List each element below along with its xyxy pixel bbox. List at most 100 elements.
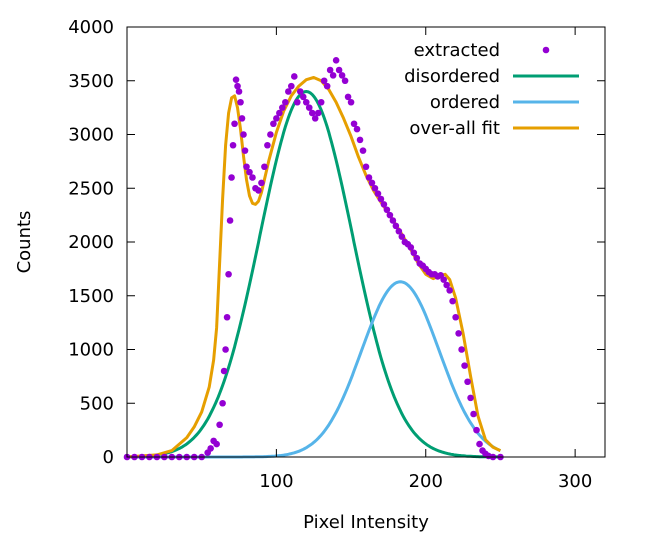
extracted-point xyxy=(285,88,292,95)
extracted-point xyxy=(476,440,483,448)
extracted-point xyxy=(222,346,229,353)
extracted-point xyxy=(452,313,459,321)
extracted-point xyxy=(228,174,235,181)
extracted-point xyxy=(243,163,250,171)
y-tick-label: 3000 xyxy=(68,125,114,146)
extracted-point xyxy=(279,104,286,111)
extracted-point xyxy=(413,254,421,262)
extracted-point xyxy=(395,227,403,235)
extracted-point xyxy=(234,82,241,90)
extracted-point xyxy=(267,131,274,138)
extracted-point xyxy=(383,206,391,214)
extracted-point xyxy=(398,233,406,240)
extracted-point xyxy=(344,93,352,101)
extracted-point xyxy=(326,66,334,74)
extracted-point xyxy=(270,120,277,128)
extracted-point xyxy=(229,141,237,149)
plot-frame xyxy=(126,26,606,458)
extracted-point xyxy=(323,82,331,90)
extracted-point xyxy=(461,362,468,369)
extracted-point xyxy=(392,222,400,230)
ordered-curve xyxy=(127,280,502,459)
extracted-point xyxy=(237,98,244,106)
y-axis-title: Counts xyxy=(14,211,35,274)
extracted-point xyxy=(368,179,376,187)
extracted-point xyxy=(296,88,304,95)
extracted-point xyxy=(314,109,322,117)
extracted-point xyxy=(446,287,453,294)
extracted-point xyxy=(341,77,349,85)
extracted-point xyxy=(449,297,456,305)
y-tick-label: 500 xyxy=(80,393,114,414)
extracted-point xyxy=(443,281,450,289)
extracted-point xyxy=(473,426,480,434)
legend-label: extracted xyxy=(414,40,500,61)
extracted-point xyxy=(238,115,246,122)
extracted-point xyxy=(291,73,298,80)
extracted-point xyxy=(293,98,301,106)
extracted-point xyxy=(288,82,295,90)
extracted-point xyxy=(356,136,364,144)
x-tick-label: 200 xyxy=(409,471,443,492)
extracted-point xyxy=(255,187,262,194)
extracted-point xyxy=(362,163,370,171)
extracted-point xyxy=(380,201,388,208)
legend: extracted disordered ordered over-all fit xyxy=(404,40,579,139)
extracted-point xyxy=(338,72,346,79)
x-tick-label: 100 xyxy=(259,471,293,492)
y-tick-label: 4000 xyxy=(68,17,114,38)
legend-label: ordered xyxy=(430,92,500,113)
extracted-point xyxy=(219,399,226,407)
extracted-point xyxy=(216,421,223,429)
y-tick-label: 3500 xyxy=(68,71,114,92)
extracted-point xyxy=(467,394,474,402)
extracted-point xyxy=(264,141,271,149)
extracted-point xyxy=(347,98,355,106)
extracted-point xyxy=(386,211,394,219)
extracted-point xyxy=(231,120,238,128)
extracted-point xyxy=(226,217,234,224)
ticks: 100 200 3000500100015002000250030003500400… xyxy=(68,17,605,492)
extracted-point xyxy=(374,190,382,197)
extracted-point xyxy=(320,77,328,85)
legend-marker xyxy=(542,46,550,54)
extracted-point xyxy=(317,98,325,106)
extracted-point xyxy=(332,57,340,64)
extracted-point xyxy=(246,168,253,176)
extracted-point xyxy=(235,88,243,95)
extracted-point xyxy=(213,440,220,448)
extracted-point xyxy=(371,184,379,192)
extracted-point xyxy=(410,249,418,257)
extracted-point xyxy=(258,179,265,187)
extracted-point xyxy=(377,195,385,203)
y-tick-label: 2500 xyxy=(68,178,114,199)
x-tick-label: 300 xyxy=(558,471,592,492)
extracted-point xyxy=(455,330,462,337)
extracted-point xyxy=(311,115,319,122)
y-tick-label: 1000 xyxy=(68,340,114,361)
extracted-point xyxy=(207,445,214,452)
extracted-point xyxy=(359,147,367,154)
plot-points xyxy=(123,57,504,461)
extracted-point xyxy=(232,76,240,83)
extracted-point xyxy=(365,174,373,181)
extracted-point xyxy=(249,174,256,181)
y-tick-label: 1500 xyxy=(68,286,114,307)
extracted-point xyxy=(350,120,358,128)
extracted-point xyxy=(458,346,465,353)
legend-label: over-all fit xyxy=(409,118,500,139)
extracted-point xyxy=(302,98,310,106)
extracted-point xyxy=(407,244,415,251)
extracted-point xyxy=(240,131,247,138)
extracted-point xyxy=(261,163,268,171)
extracted-point xyxy=(223,313,231,321)
extracted-point xyxy=(353,125,361,133)
extracted-point xyxy=(241,147,249,154)
legend-label: disordered xyxy=(404,66,500,87)
extracted-point xyxy=(273,115,280,122)
disordered-curve xyxy=(127,90,501,459)
extracted-point xyxy=(299,93,307,101)
extracted-point xyxy=(464,378,471,386)
y-tick-label: 0 xyxy=(103,447,114,468)
